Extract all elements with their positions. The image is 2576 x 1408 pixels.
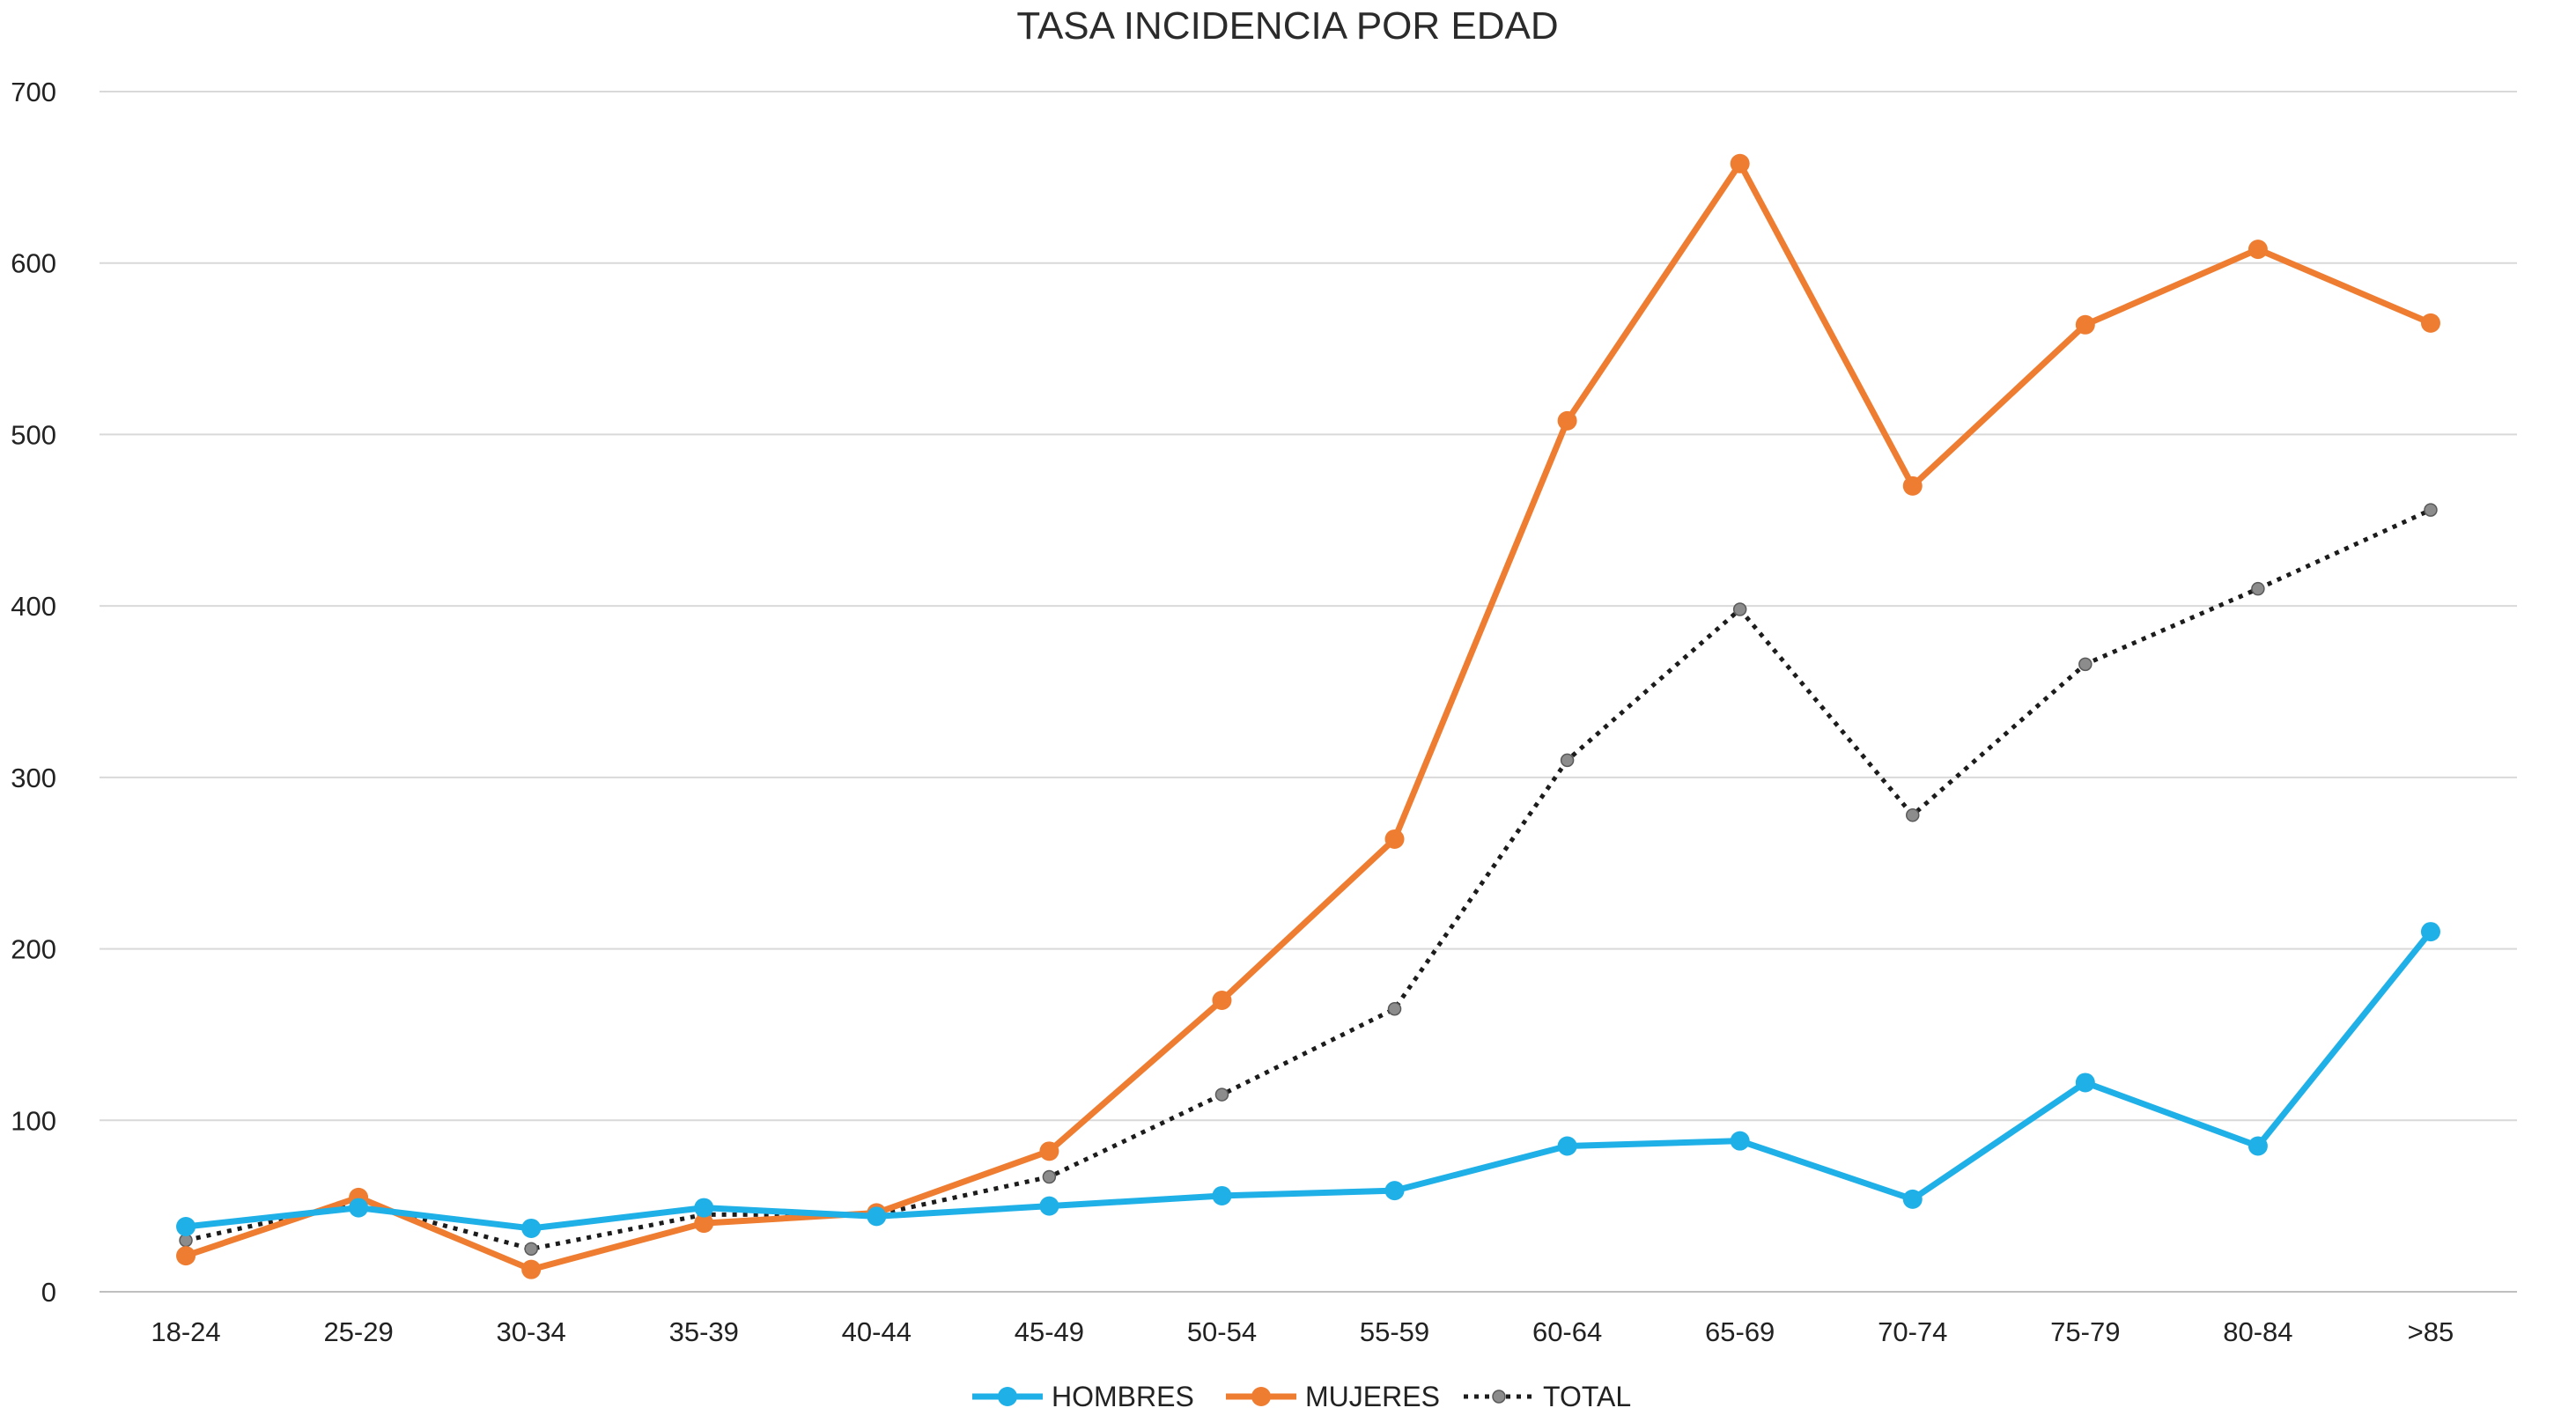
x-tick-label: >85 <box>2408 1316 2454 1347</box>
data-point-hombres <box>1039 1196 1059 1216</box>
legend-marker <box>1251 1387 1271 1406</box>
data-point-hombres <box>2075 1073 2095 1093</box>
data-point-hombres <box>2248 1136 2268 1156</box>
data-point-hombres <box>1384 1181 1405 1201</box>
data-point-total <box>524 1242 538 1257</box>
x-tick-label: 60-64 <box>1532 1316 1602 1347</box>
y-tick-label: 100 <box>11 1105 56 1136</box>
data-point-mujeres <box>1902 475 1923 496</box>
legend-item-mujeres: MUJERES <box>1226 1381 1440 1408</box>
data-point-mujeres <box>1212 990 1232 1010</box>
series-mujeres <box>176 153 2440 1279</box>
x-tick-label: 25-29 <box>323 1316 393 1347</box>
data-point-hombres <box>521 1218 542 1238</box>
y-tick-label: 400 <box>11 591 56 622</box>
x-tick-label: 70-74 <box>1878 1316 1947 1347</box>
data-point-mujeres <box>521 1259 542 1279</box>
data-point-total <box>2078 657 2093 672</box>
data-point-total <box>1042 1169 1057 1184</box>
data-point-hombres <box>1730 1131 1750 1151</box>
data-point-hombres <box>176 1217 196 1237</box>
legend-item-total: TOTAL <box>1464 1381 1631 1408</box>
series-line-hombres <box>182 928 2434 1232</box>
y-tick-label: 600 <box>11 248 56 279</box>
y-tick-label: 0 <box>41 1277 56 1308</box>
data-point-mujeres <box>1730 153 1750 173</box>
data-point-total <box>1214 1087 1229 1102</box>
x-tick-label: 55-59 <box>1360 1316 1429 1347</box>
data-point-hombres <box>1557 1136 1577 1156</box>
x-tick-label: 50-54 <box>1187 1316 1257 1347</box>
series-line-mujeres <box>182 160 2434 1273</box>
data-point-hombres <box>867 1206 887 1227</box>
data-point-mujeres <box>2248 240 2268 260</box>
y-tick-label: 200 <box>11 934 56 965</box>
data-point-mujeres <box>2075 314 2095 335</box>
y-tick-label: 300 <box>11 763 56 793</box>
data-point-mujeres <box>176 1246 196 1266</box>
chart-title: TASA INCIDENCIA POR EDAD <box>1016 4 1558 48</box>
data-point-mujeres <box>694 1213 714 1234</box>
data-point-hombres <box>349 1198 369 1218</box>
data-point-hombres <box>1212 1185 1232 1205</box>
data-point-hombres <box>694 1198 714 1218</box>
series-hombres <box>176 922 2440 1238</box>
data-point-total <box>2251 581 2265 596</box>
y-axis-tick-labels: 0 100 200 300 400 500 600 700 <box>11 77 56 1308</box>
data-point-total <box>1387 1001 1402 1016</box>
x-tick-label: 18-24 <box>151 1316 220 1347</box>
legend-label: MUJERES <box>1305 1381 1440 1408</box>
x-tick-label: 45-49 <box>1015 1316 1084 1347</box>
gridlines <box>100 91 2517 1293</box>
data-point-mujeres <box>1039 1141 1059 1161</box>
data-point-mujeres <box>2420 313 2440 333</box>
data-point-hombres <box>1902 1189 1923 1209</box>
x-tick-label: 65-69 <box>1705 1316 1775 1347</box>
y-tick-label: 500 <box>11 419 56 450</box>
series-total <box>179 503 2438 1257</box>
legend-label: HOMBRES <box>1052 1381 1194 1408</box>
legend-label: TOTAL <box>1543 1381 1631 1408</box>
data-point-total <box>2424 503 2438 517</box>
x-tick-label: 75-79 <box>2050 1316 2120 1347</box>
legend-marker <box>998 1387 1017 1406</box>
legend: HOMBRES MUJERES TOTAL <box>972 1381 1631 1408</box>
x-tick-label: 35-39 <box>669 1316 739 1347</box>
data-point-total <box>1560 753 1575 768</box>
data-point-mujeres <box>1384 829 1405 849</box>
data-point-hombres <box>2420 922 2440 942</box>
x-tick-label: 30-34 <box>497 1316 566 1347</box>
y-tick-label: 700 <box>11 77 56 107</box>
legend-marker <box>1492 1390 1506 1404</box>
x-tick-label: 40-44 <box>842 1316 912 1347</box>
data-point-mujeres <box>1557 410 1577 431</box>
series-line-total <box>185 507 2432 1251</box>
legend-item-hombres: HOMBRES <box>972 1381 1194 1408</box>
data-point-total <box>1906 807 1920 822</box>
x-axis-tick-labels: 18-24 25-29 30-34 35-39 40-44 45-49 50-54 55-59… <box>151 1316 2454 1347</box>
series-lines <box>176 153 2440 1279</box>
data-point-total <box>1732 602 1747 616</box>
x-tick-label: 80-84 <box>2223 1316 2292 1347</box>
